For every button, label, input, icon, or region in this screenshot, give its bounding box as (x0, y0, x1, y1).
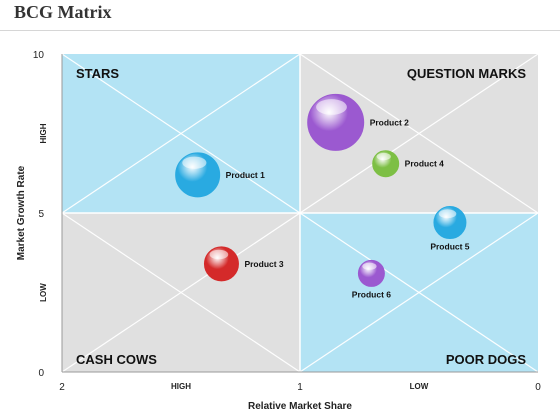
bubble-label-product-2: Product 2 (370, 117, 409, 127)
bubble-highlight (209, 249, 229, 260)
bubble-product-2: Product 2 (307, 93, 409, 151)
bubble-product-3: Product 3 (203, 246, 284, 282)
diagonal-line-6 (299, 53, 539, 214)
bubble-highlight (362, 262, 377, 270)
y-axis-title: Market Growth Rate (16, 165, 27, 260)
y-axis-word-high: HIGH (39, 123, 48, 143)
diagonal-line-7 (61, 212, 301, 373)
diagonal-line-8 (299, 212, 539, 373)
bubbles: Product 1 Product 2 Product 3 Product 4 Prod… (175, 93, 470, 299)
bubble-highlight (316, 99, 347, 115)
x-axis-word-low: LOW (410, 382, 429, 391)
x-tick-label: 2 (59, 382, 65, 393)
x-tick-label: 1 (297, 382, 303, 393)
bubble-product-1: Product 1 (175, 152, 265, 198)
quadrant-label-stars: STARS (76, 66, 119, 81)
bubble-label-product-5: Product 5 (430, 242, 469, 252)
bubble-highlight (376, 152, 391, 161)
y-axis-word-low: LOW (39, 283, 48, 302)
bubble-label-product-6: Product 6 (352, 289, 391, 299)
bubble-label-product-4: Product 4 (405, 159, 444, 169)
bubble-highlight (182, 156, 207, 169)
bubble-label-product-3: Product 3 (244, 259, 283, 269)
x-axis-title: Relative Market Share (248, 401, 352, 412)
title-divider (0, 30, 560, 31)
quadrant-label-poor-dogs: POOR DOGS (446, 352, 527, 367)
y-tick-label: 0 (38, 368, 44, 379)
page-title: BCG Matrix (14, 2, 112, 22)
quadrant-label-question-marks: QUESTION MARKS (407, 66, 527, 81)
y-tick-label: 5 (38, 209, 44, 220)
y-tick-label: 10 (33, 50, 45, 61)
x-tick-label: 0 (535, 382, 541, 393)
quadrant-labels: STARS QUESTION MARKS CASH COWS POOR DOGS (76, 66, 526, 367)
bubble-highlight (438, 209, 457, 219)
plot-background (61, 53, 539, 373)
quadrant-label-cash-cows: CASH COWS (76, 352, 157, 367)
x-axis-word-high: HIGH (171, 382, 191, 391)
bubble-product-5: Product 5 (430, 206, 470, 252)
diagonal-line-5 (61, 53, 301, 214)
bubble-label-product-1: Product 1 (226, 170, 265, 180)
bubble-product-6: Product 6 (352, 259, 391, 299)
bubble-product-4: Product 4 (372, 150, 444, 178)
